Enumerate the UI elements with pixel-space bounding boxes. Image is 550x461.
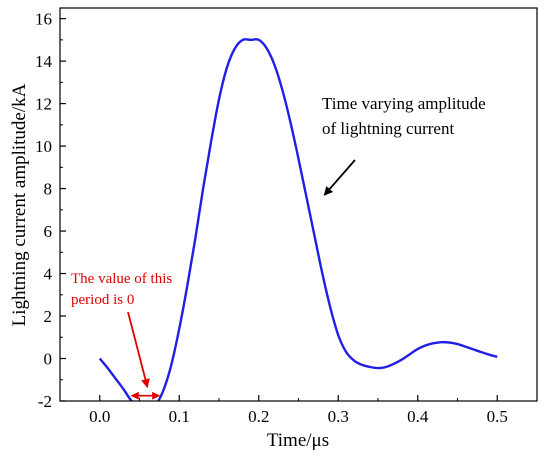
x-axis-label: Time/μs [267,430,329,451]
y-tick-label: 4 [44,265,53,284]
y-tick-label: 2 [44,307,53,326]
red-annotation-line-1: The value of this [71,271,172,287]
y-tick-label: 6 [44,222,53,241]
y-tick-label: 12 [35,95,52,114]
y-tick-label: 14 [35,52,53,71]
y-axis-ticks: -2 0 2 4 6 8 10 12 14 16 [35,10,66,411]
annotation-text-line-1: Time varying amplitude [322,94,486,113]
x-tick-label: 0.5 [487,407,508,426]
y-tick-label: 0 [44,350,53,369]
y-tick-label: 8 [44,180,53,199]
x-axis-ticks: 0.0 0.1 0.2 0.3 0.4 0.5 [89,395,538,426]
x-tick-label: 0.2 [248,407,269,426]
annotation-arrow-red [127,311,150,389]
plot-frame [59,7,538,402]
annotation-text-line-2: of lightning current [322,119,454,138]
x-tick-label: 0.4 [407,407,429,426]
red-annotation-line-2: period is 0 [71,292,134,308]
annotation-time-varying: Time varying amplitude of lightning curr… [322,94,486,196]
x-tick-label: 0.1 [169,407,190,426]
x-tick-label: 0.3 [328,407,349,426]
y-axis-label: Lightning current amplitude/kA [9,83,30,326]
y-tick-label: 16 [35,10,52,29]
series-line [98,38,498,401]
annotation-zero-period: The value of this period is 0 [71,271,172,400]
x-tick-label: 0.0 [89,407,110,426]
annotation-arrow-black [323,159,356,196]
y-tick-label: 10 [35,137,52,156]
y-tick-label: -2 [38,392,52,411]
